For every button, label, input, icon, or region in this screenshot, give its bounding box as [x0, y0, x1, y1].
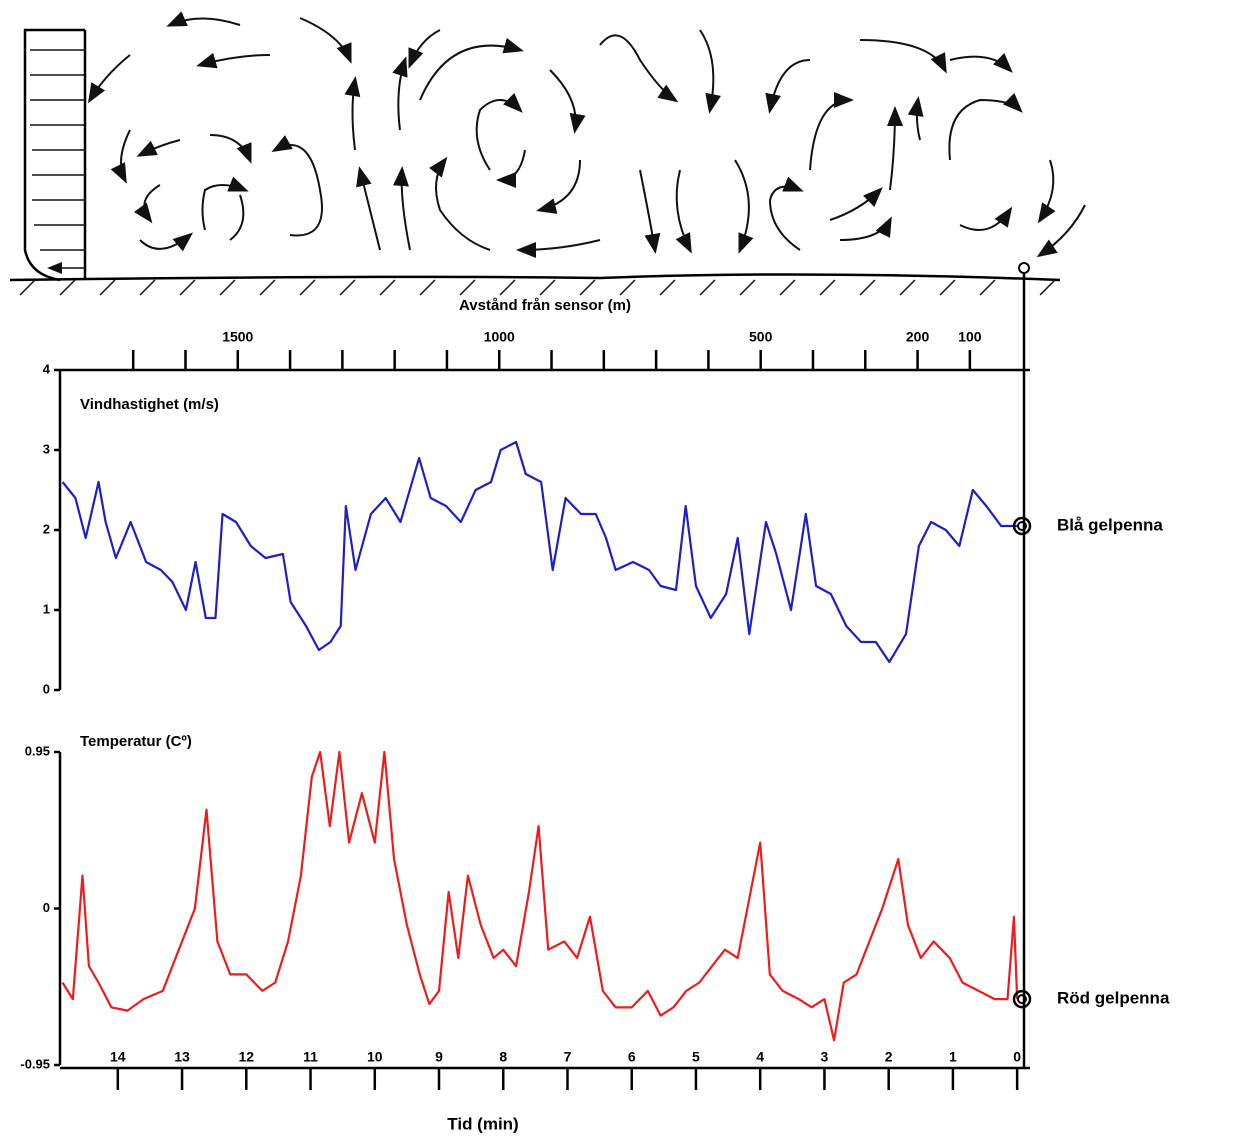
x-tick-label: 8 — [499, 1049, 507, 1065]
y-tick-label: 0 — [43, 681, 50, 696]
x-tick-label: 7 — [564, 1049, 572, 1065]
sensor — [1018, 262, 1030, 274]
x-tick-label: 1 — [949, 1049, 957, 1065]
panel-label: Vindhastighet (m/s) — [80, 396, 219, 413]
x2-tick-label: 200 — [906, 329, 930, 345]
y-tick-label: 1 — [43, 601, 50, 616]
y-tick-label: 2 — [43, 521, 50, 536]
pen — [1017, 521, 1027, 531]
x-tick-label: 6 — [628, 1049, 636, 1065]
ground — [9, 273, 1061, 282]
y-tick-label: -0.95 — [20, 1056, 50, 1071]
x-tick-label: 12 — [239, 1049, 255, 1065]
x-tick-label: 9 — [435, 1049, 443, 1065]
x-tick-label: 11 — [303, 1049, 318, 1065]
x2-tick-label: 1500 — [222, 329, 253, 345]
data-line — [61, 750, 1019, 1042]
y-tick-label: 4 — [43, 361, 51, 376]
distance-axis-title: Avstånd från sensor (m) — [459, 297, 631, 314]
x2-tick-label: 100 — [958, 329, 982, 345]
legend-label: Röd gelpenna — [1057, 989, 1170, 1008]
x-tick-label: 5 — [692, 1049, 700, 1065]
eddy-diagram — [9, 11, 1086, 296]
pen — [1012, 989, 1032, 1009]
profile-arrows — [30, 49, 85, 268]
x-tick-label: 3 — [821, 1049, 829, 1065]
x-tick-label: 4 — [756, 1049, 764, 1065]
x-tick-label: 14 — [110, 1049, 126, 1065]
legend-label: Blå gelpenna — [1057, 515, 1163, 534]
data-line — [61, 440, 1018, 664]
pen — [1017, 994, 1027, 1005]
y-tick-label: 0 — [43, 900, 50, 915]
y-tick-label: 3 — [43, 441, 50, 456]
panel-label: Temperatur (Cº) — [80, 733, 192, 750]
x-axis-title: Tid (min) — [447, 1114, 518, 1133]
x-tick-label: 10 — [367, 1049, 383, 1065]
pen — [1012, 516, 1032, 536]
y-tick-label: 0.95 — [25, 743, 50, 758]
x2-tick-label: 500 — [749, 329, 773, 345]
x-tick-label: 0 — [1013, 1049, 1021, 1065]
wind-profile — [23, 28, 87, 282]
ground-hatch — [19, 279, 1056, 296]
x-tick-label: 2 — [885, 1049, 893, 1065]
x2-tick-label: 1000 — [484, 329, 515, 345]
x-tick-label: 13 — [174, 1049, 190, 1065]
